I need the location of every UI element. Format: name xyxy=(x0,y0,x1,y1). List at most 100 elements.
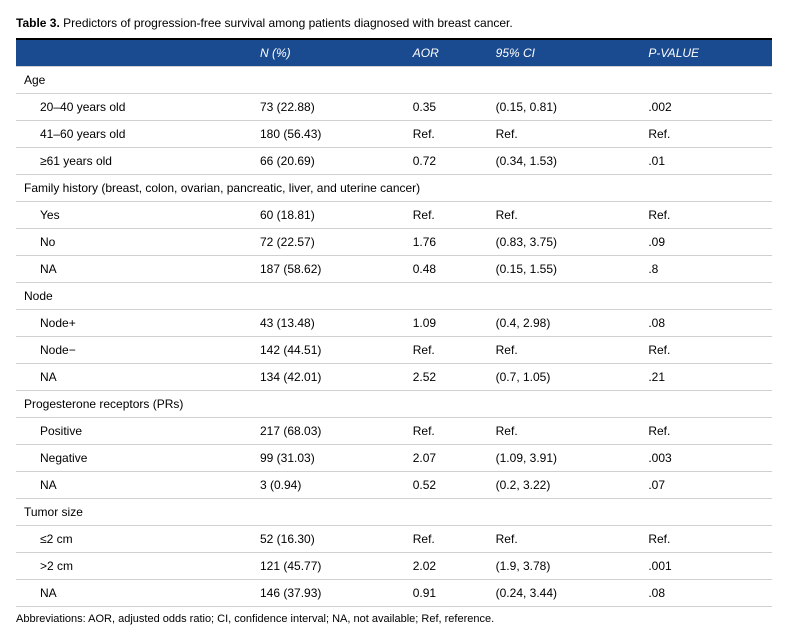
cell: Ref. xyxy=(488,418,641,445)
table-row: NA187 (58.62)0.48(0.15, 1.55).8 xyxy=(16,256,772,283)
group-row: Family history (breast, colon, ovarian, … xyxy=(16,175,772,202)
col-aor: AOR xyxy=(405,39,488,67)
cell: 66 (20.69) xyxy=(252,148,405,175)
cell: 43 (13.48) xyxy=(252,310,405,337)
cell: Ref. xyxy=(405,202,488,229)
table-row: ≥61 years old66 (20.69)0.72(0.34, 1.53).… xyxy=(16,148,772,175)
cell: (0.15, 1.55) xyxy=(488,256,641,283)
cell: Positive xyxy=(16,418,252,445)
cell: 0.35 xyxy=(405,94,488,121)
cell: 180 (56.43) xyxy=(252,121,405,148)
cell: Ref. xyxy=(640,202,772,229)
cell: Node+ xyxy=(16,310,252,337)
cell: Ref. xyxy=(405,526,488,553)
table-row: 20–40 years old73 (22.88)0.35(0.15, 0.81… xyxy=(16,94,772,121)
col-n: N (%) xyxy=(252,39,405,67)
table-row: Yes60 (18.81)Ref.Ref.Ref. xyxy=(16,202,772,229)
cell: 0.72 xyxy=(405,148,488,175)
table-row: Node+43 (13.48)1.09(0.4, 2.98).08 xyxy=(16,310,772,337)
cell: 146 (37.93) xyxy=(252,580,405,607)
cell: Ref. xyxy=(640,121,772,148)
predictors-table: N (%) AOR 95% CI P-VALUE Age20–40 years … xyxy=(16,38,772,607)
cell: 1.09 xyxy=(405,310,488,337)
cell: .09 xyxy=(640,229,772,256)
cell: 134 (42.01) xyxy=(252,364,405,391)
cell: (1.9, 3.78) xyxy=(488,553,641,580)
caption-label: Table 3. xyxy=(16,16,60,30)
table-row: NA134 (42.01)2.52(0.7, 1.05).21 xyxy=(16,364,772,391)
group-label: Node xyxy=(16,283,772,310)
cell: .002 xyxy=(640,94,772,121)
table-row: >2 cm121 (45.77)2.02(1.9, 3.78).001 xyxy=(16,553,772,580)
table-row: No72 (22.57)1.76(0.83, 3.75).09 xyxy=(16,229,772,256)
group-row: Node xyxy=(16,283,772,310)
cell: Negative xyxy=(16,445,252,472)
group-label: Tumor size xyxy=(16,499,772,526)
table-row: 41–60 years old180 (56.43)Ref.Ref.Ref. xyxy=(16,121,772,148)
cell: 0.91 xyxy=(405,580,488,607)
header-row: N (%) AOR 95% CI P-VALUE xyxy=(16,39,772,67)
cell: Ref. xyxy=(488,526,641,553)
cell: ≥61 years old xyxy=(16,148,252,175)
cell: 52 (16.30) xyxy=(252,526,405,553)
cell: Ref. xyxy=(640,526,772,553)
col-ci: 95% CI xyxy=(488,39,641,67)
cell: (0.4, 2.98) xyxy=(488,310,641,337)
cell: Ref. xyxy=(640,337,772,364)
cell: 20–40 years old xyxy=(16,94,252,121)
cell: No xyxy=(16,229,252,256)
group-row: Tumor size xyxy=(16,499,772,526)
cell: >2 cm xyxy=(16,553,252,580)
cell: NA xyxy=(16,256,252,283)
cell: 72 (22.57) xyxy=(252,229,405,256)
cell: NA xyxy=(16,364,252,391)
cell: Ref. xyxy=(488,337,641,364)
group-label: Age xyxy=(16,67,772,94)
col-pvalue: P-VALUE xyxy=(640,39,772,67)
table-row: Node−142 (44.51)Ref.Ref.Ref. xyxy=(16,337,772,364)
col-blank xyxy=(16,39,252,67)
cell: 187 (58.62) xyxy=(252,256,405,283)
group-label: Progesterone receptors (PRs) xyxy=(16,391,772,418)
table-body: Age20–40 years old73 (22.88)0.35(0.15, 0… xyxy=(16,67,772,607)
table-caption: Table 3. Predictors of progression-free … xyxy=(16,16,772,30)
table-row: Positive217 (68.03)Ref.Ref.Ref. xyxy=(16,418,772,445)
cell: .21 xyxy=(640,364,772,391)
table-row: Negative99 (31.03)2.07(1.09, 3.91).003 xyxy=(16,445,772,472)
cell: 99 (31.03) xyxy=(252,445,405,472)
cell: 60 (18.81) xyxy=(252,202,405,229)
cell: .01 xyxy=(640,148,772,175)
cell: .8 xyxy=(640,256,772,283)
cell: (1.09, 3.91) xyxy=(488,445,641,472)
group-row: Age xyxy=(16,67,772,94)
cell: 3 (0.94) xyxy=(252,472,405,499)
cell: (0.24, 3.44) xyxy=(488,580,641,607)
group-label: Family history (breast, colon, ovarian, … xyxy=(16,175,772,202)
cell: Ref. xyxy=(640,418,772,445)
cell: Node− xyxy=(16,337,252,364)
cell: 41–60 years old xyxy=(16,121,252,148)
cell: NA xyxy=(16,472,252,499)
cell: 142 (44.51) xyxy=(252,337,405,364)
cell: (0.15, 0.81) xyxy=(488,94,641,121)
cell: 1.76 xyxy=(405,229,488,256)
caption-text: Predictors of progression-free survival … xyxy=(63,16,513,30)
cell: NA xyxy=(16,580,252,607)
cell: 0.52 xyxy=(405,472,488,499)
cell: Ref. xyxy=(488,202,641,229)
table-footnote: Abbreviations: AOR, adjusted odds ratio;… xyxy=(16,613,772,625)
cell: Ref. xyxy=(488,121,641,148)
cell: 73 (22.88) xyxy=(252,94,405,121)
cell: .003 xyxy=(640,445,772,472)
cell: .08 xyxy=(640,580,772,607)
cell: 2.02 xyxy=(405,553,488,580)
cell: (0.83, 3.75) xyxy=(488,229,641,256)
group-row: Progesterone receptors (PRs) xyxy=(16,391,772,418)
cell: (0.7, 1.05) xyxy=(488,364,641,391)
cell: .001 xyxy=(640,553,772,580)
cell: 0.48 xyxy=(405,256,488,283)
cell: Yes xyxy=(16,202,252,229)
cell: .08 xyxy=(640,310,772,337)
cell: 2.07 xyxy=(405,445,488,472)
cell: 121 (45.77) xyxy=(252,553,405,580)
